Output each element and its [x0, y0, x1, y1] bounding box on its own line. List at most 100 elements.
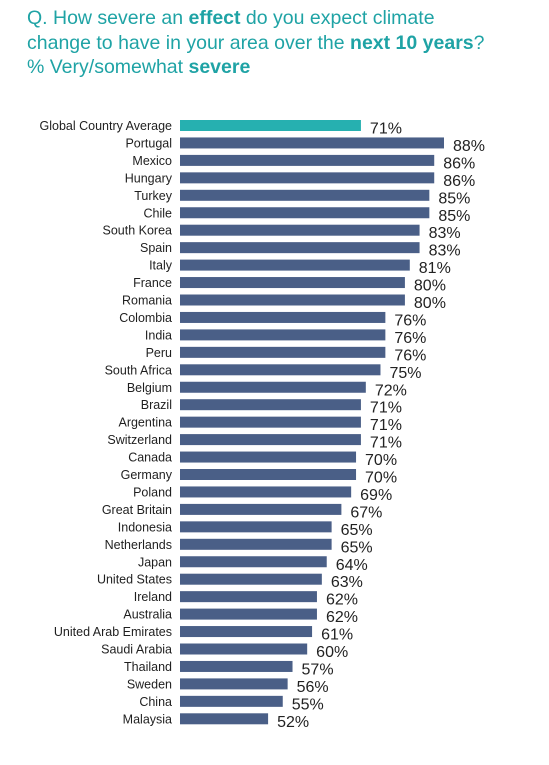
bar: [180, 277, 405, 289]
category-label: Australia: [123, 608, 172, 622]
category-label: China: [139, 695, 172, 709]
bar: [180, 591, 317, 603]
bar: [180, 207, 430, 219]
value-label: 61%: [321, 627, 353, 644]
value-label: 65%: [341, 522, 373, 539]
value-label: 69%: [360, 487, 392, 504]
category-label: Peru: [146, 346, 172, 360]
bar: [180, 434, 361, 446]
value-label: 60%: [316, 644, 348, 661]
category-label: Sweden: [127, 677, 172, 691]
value-label: 86%: [443, 155, 475, 172]
category-label: South Africa: [105, 363, 172, 377]
bar: [180, 259, 410, 271]
bar: [180, 172, 435, 184]
category-label: Switzerland: [107, 433, 172, 447]
bar: [180, 486, 352, 498]
title-line1-segment-2: do you expect climate: [240, 7, 435, 29]
bar: [180, 189, 430, 201]
bar: [180, 329, 386, 341]
title-line2-segment-2: ?: [473, 31, 485, 54]
chart-title: Q. How severe an effect do you expect cl…: [27, 6, 542, 80]
bar: [180, 416, 361, 428]
value-label: 56%: [297, 679, 329, 696]
category-label: Mexico: [132, 154, 172, 168]
value-label: 76%: [394, 347, 426, 364]
bar: [180, 521, 332, 533]
category-label: Romania: [122, 294, 172, 308]
bar: [180, 573, 322, 585]
category-label: United States: [97, 573, 172, 587]
value-label: 52%: [277, 714, 309, 731]
value-label: 63%: [331, 574, 363, 591]
value-label: 86%: [443, 173, 475, 190]
bar: [180, 381, 366, 393]
bar: [180, 346, 386, 358]
value-label: 67%: [350, 504, 382, 521]
title-line2-segment-1: next 10 years: [350, 31, 474, 54]
value-label: 71%: [370, 417, 402, 434]
category-label: Netherlands: [105, 538, 172, 552]
bar: [180, 538, 332, 550]
value-label: 85%: [438, 208, 470, 225]
bar: [180, 399, 361, 411]
value-label: 71%: [370, 121, 402, 138]
bar: [180, 503, 342, 515]
bar: [180, 608, 317, 620]
category-label: Malaysia: [123, 712, 172, 726]
value-label: 85%: [438, 190, 470, 207]
title-line-2: change to have in your area over the nex…: [27, 31, 542, 56]
category-label: Poland: [133, 485, 172, 499]
value-label: 70%: [365, 452, 397, 469]
value-label: 55%: [292, 696, 324, 713]
value-label: 65%: [341, 539, 373, 556]
value-label: 80%: [414, 278, 446, 295]
category-label: Colombia: [119, 311, 172, 325]
value-label: 64%: [336, 557, 368, 574]
value-label: 80%: [414, 295, 446, 312]
value-label: 83%: [429, 243, 461, 260]
bar: [180, 678, 288, 690]
value-label: 76%: [394, 330, 426, 347]
category-label: United Arab Emirates: [54, 625, 172, 639]
bar: [180, 311, 386, 323]
category-label: India: [145, 328, 172, 342]
value-label: 70%: [365, 470, 397, 487]
bar: [180, 154, 435, 166]
category-label: Hungary: [125, 171, 173, 185]
bar: [180, 695, 283, 707]
title-line3-segment-1: severe: [188, 56, 251, 78]
category-label: Great Britain: [102, 503, 172, 517]
title-line2-segment-0: change to have in your area over the: [27, 31, 351, 54]
category-label: France: [133, 276, 172, 290]
category-label: Turkey: [134, 189, 172, 203]
value-label: 57%: [302, 661, 334, 678]
value-label: 71%: [370, 435, 402, 452]
category-label: Brazil: [141, 398, 172, 412]
category-label: Global Country Average: [40, 119, 173, 133]
category-label: Argentina: [118, 416, 172, 430]
category-label: Chile: [144, 206, 173, 220]
bar: [180, 451, 357, 463]
bar: [180, 294, 405, 306]
bar: [180, 120, 361, 131]
bar: [180, 364, 381, 376]
title-line1-segment-1: effect: [188, 7, 241, 29]
category-label: Indonesia: [118, 520, 172, 534]
category-label: Portugal: [125, 136, 172, 150]
category-label: Italy: [149, 259, 173, 273]
value-label: 88%: [453, 138, 485, 155]
bar: [180, 643, 308, 655]
title-line-1: Q. How severe an effect do you expect cl…: [27, 6, 542, 31]
bar: [180, 713, 269, 725]
bar: [180, 137, 444, 149]
title-line3-segment-0: % Very/somewhat: [27, 56, 189, 78]
title-line-3: % Very/somewhat severe: [27, 55, 542, 80]
value-label: 83%: [429, 225, 461, 242]
value-label: 76%: [394, 312, 426, 329]
value-label: 62%: [326, 592, 358, 609]
title-line1-segment-0: Q. How severe an: [27, 7, 189, 29]
category-label: Japan: [138, 555, 172, 569]
category-label: Thailand: [124, 660, 172, 674]
